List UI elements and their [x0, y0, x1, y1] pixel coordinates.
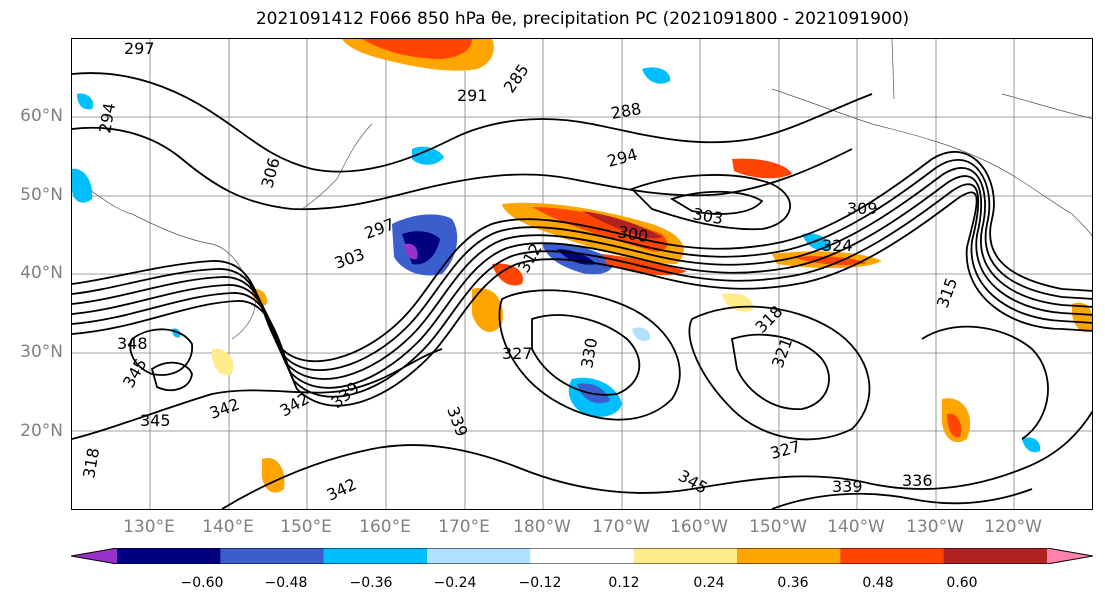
- contour-label: 291: [457, 86, 488, 105]
- contour-label: 345: [140, 411, 171, 430]
- colorbar-tick: 0.48: [862, 575, 894, 591]
- colorbar-tick: 0.36: [777, 575, 809, 591]
- lat-label-50n: 50°N: [20, 185, 63, 205]
- contour-label: 297: [362, 214, 397, 242]
- contour-label: 303: [691, 204, 724, 228]
- lat-label-60n: 60°N: [20, 106, 63, 126]
- contour-label: 330: [577, 336, 601, 369]
- colorbar-tick: −0.48: [264, 575, 308, 591]
- contour-label: 315: [933, 275, 961, 310]
- contour-label: 327: [502, 344, 533, 363]
- contour-label: 294: [605, 145, 639, 171]
- contour-label: 342: [324, 474, 360, 504]
- contour-label: 345: [675, 466, 711, 498]
- lon-label: 180°W: [513, 517, 571, 537]
- colorbar-tick: 0.60: [946, 575, 978, 591]
- colorbar-extension-max: [1047, 548, 1093, 564]
- lon-label: 130°E: [123, 517, 175, 537]
- colorbar-tick: 0.12: [608, 575, 640, 591]
- contour-label: 309: [847, 199, 878, 218]
- lon-label: 160°W: [670, 517, 728, 537]
- contour-label: 324: [822, 236, 853, 255]
- contour-label: 303: [332, 244, 367, 272]
- lon-label: 170°W: [592, 517, 650, 537]
- colorbar-tick: −0.24: [433, 575, 477, 591]
- lon-label: 160°E: [359, 517, 411, 537]
- contour-label: 345: [119, 355, 151, 391]
- lon-label: 140°W: [827, 517, 885, 537]
- colorbar-segment: [530, 548, 635, 564]
- contour-label: 288: [609, 99, 642, 123]
- contour-label: 318: [79, 446, 103, 479]
- lon-label: 140°E: [202, 517, 254, 537]
- contour-label: 339: [832, 477, 863, 496]
- colorbar-tick: −0.36: [349, 575, 393, 591]
- map-canvas: 297 294 291 285 288 294 306 297 303 300 …: [72, 39, 1092, 509]
- contour-label: 285: [500, 60, 533, 96]
- lat-label-40n: 40°N: [20, 263, 63, 283]
- lon-label: 120°W: [984, 517, 1042, 537]
- colorbar-segment: [737, 548, 841, 564]
- colorbar-segment: [427, 548, 531, 564]
- colorbar-tick: 0.24: [693, 575, 725, 591]
- lat-label-30n: 30°N: [20, 342, 63, 362]
- lon-label: 130°W: [906, 517, 964, 537]
- colorbar-segment: [323, 548, 428, 564]
- colorbar-segments: [71, 548, 1093, 564]
- colorbar-segment: [840, 548, 945, 564]
- colorbar: [71, 548, 1093, 564]
- contour-label: 336: [902, 471, 933, 490]
- colorbar-segment: [117, 548, 221, 564]
- contour-label: 321: [768, 335, 796, 370]
- graticule: [72, 39, 1092, 509]
- contour-label: 348: [117, 334, 148, 353]
- lon-label: 150°W: [749, 517, 807, 537]
- map-title: 2021091412 F066 850 hPa θe, precipitatio…: [255, 9, 910, 29]
- contour-label: 327: [768, 437, 802, 463]
- lon-label: 150°E: [280, 517, 332, 537]
- contour-label: 342: [207, 394, 242, 422]
- theta-e-contours: [72, 72, 1092, 509]
- lon-label: 170°E: [438, 517, 490, 537]
- lat-label-20n: 20°N: [20, 421, 63, 441]
- contour-label: 306: [258, 156, 284, 190]
- map-panel: 297 294 291 285 288 294 306 297 303 300 …: [71, 38, 1093, 510]
- contour-label: 339: [443, 404, 471, 439]
- colorbar-tick: −0.60: [180, 575, 224, 591]
- contour-label: 297: [124, 39, 155, 58]
- colorbar-segment: [943, 548, 1048, 564]
- colorbar-segment: [220, 548, 325, 564]
- colorbar-extension-min: [71, 548, 117, 564]
- colorbar-tick: −0.12: [518, 575, 562, 591]
- colorbar-segment: [633, 548, 738, 564]
